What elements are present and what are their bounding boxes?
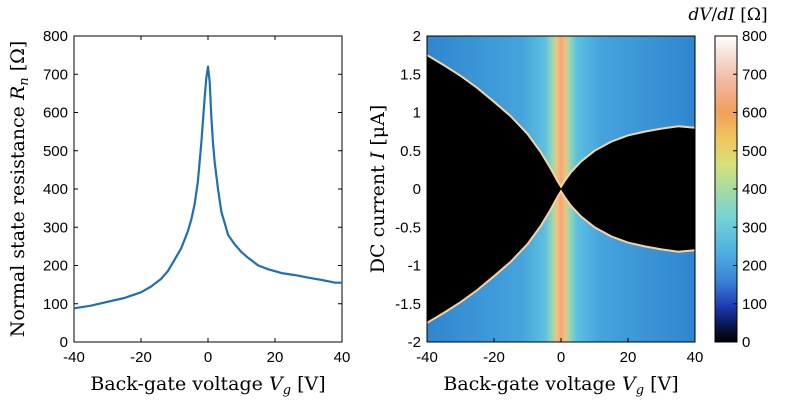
colorbar-tick-label: 400 <box>742 181 767 198</box>
left-y-tick-labels: 0 100 200 300 400 500 600 700 800 <box>43 28 68 351</box>
left-y-tick-label: 800 <box>43 28 68 45</box>
right-y-axis-label: DC current I [μA] <box>367 105 389 273</box>
series-line <box>73 65 342 310</box>
right-y-tick-label: -1 <box>408 258 421 275</box>
left-y-tick-label: 300 <box>43 219 68 236</box>
colorbar-tick-label: 0 <box>742 334 750 351</box>
left-y-tick-label: 700 <box>43 66 68 83</box>
right-x-tick-label: 20 <box>620 349 637 366</box>
right-x-axis-label: Back-gate voltage Vg [V] <box>443 373 678 398</box>
superconducting-region-right <box>561 126 695 252</box>
right-x-tick-label: 0 <box>557 349 565 366</box>
right-x-tick-labels: -40 -20 0 20 40 <box>416 349 703 366</box>
right-y-tick-label: 2 <box>413 28 421 45</box>
colorbar: 0 100 200 300 400 500 600 700 800 dV/dI [Ω] <box>688 5 767 351</box>
colorbar-tick-labels: 0 100 200 300 400 500 600 700 800 <box>733 28 767 351</box>
colorbar-tick-label: 600 <box>742 105 767 122</box>
left-y-tick-label: 500 <box>43 143 68 160</box>
left-y-tick-label: 600 <box>43 105 68 122</box>
left-plot-area <box>73 35 343 343</box>
left-y-tick-label: 0 <box>60 334 68 351</box>
colorbar-tick-label: 800 <box>742 28 767 45</box>
switching-edge-bottom <box>427 189 695 324</box>
left-x-tick-label: 40 <box>334 349 351 366</box>
left-x-axis-label: Back-gate voltage Vg [V] <box>90 373 325 398</box>
colorbar-tick-label: 200 <box>742 258 767 275</box>
left-x-tick-labels: -40 -20 0 20 40 <box>63 349 350 366</box>
right-y-tick-label: 1.5 <box>400 66 421 83</box>
colorbar-label: dV/dI [Ω] <box>688 5 767 25</box>
superconducting-region-left <box>427 55 561 323</box>
right-y-tick-label: -2 <box>408 334 421 351</box>
colorbar-tick-label: 700 <box>742 66 767 83</box>
switching-edge-top <box>427 54 695 189</box>
right-y-tick-label: -1.5 <box>395 296 421 313</box>
left-y-axis-label: Normal state resistance Rn [Ω] <box>7 41 32 338</box>
right-y-tick-labels: -2 -1.5 -1 -0.5 0 0.5 1 1.5 2 <box>395 28 421 351</box>
right-x-tick-label: 40 <box>687 349 704 366</box>
colorbar-tick-label: 500 <box>742 143 767 160</box>
left-y-tick-label: 200 <box>43 258 68 275</box>
colorbar-tick-label: 100 <box>742 296 767 313</box>
right-x-tick-label: -20 <box>483 349 505 366</box>
left-x-tick-label: -40 <box>63 349 85 366</box>
left-y-tick-label: 100 <box>43 296 68 313</box>
left-ticks <box>73 35 343 343</box>
right-ticks <box>426 35 696 343</box>
left-y-tick-label: 400 <box>43 181 68 198</box>
line-chart: -40 -20 0 20 40 0 100 200 300 400 500 600 700 800 Ba… <box>7 28 350 398</box>
right-y-tick-label: -0.5 <box>395 219 421 236</box>
left-x-tick-label: 20 <box>267 349 284 366</box>
right-y-tick-label: 0 <box>413 181 421 198</box>
right-y-tick-label: 0.5 <box>400 143 421 160</box>
right-y-tick-label: 1 <box>413 105 421 122</box>
left-x-tick-label: -20 <box>130 349 152 366</box>
colorbar-tick-label: 300 <box>742 219 767 236</box>
left-x-tick-label: 0 <box>204 349 212 366</box>
heatmap-chart: -40 -20 0 20 40 -2 -1.5 -1 -0.5 0 0.5 1 1.5 2 Back-g… <box>367 28 703 398</box>
right-x-tick-label: -40 <box>416 349 438 366</box>
